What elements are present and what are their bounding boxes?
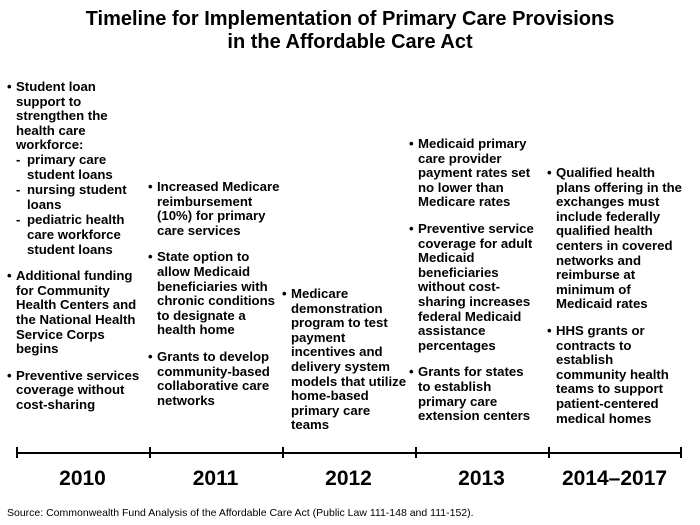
year-label-2011: 2011 <box>192 467 239 490</box>
year-label-2014-2017: 2014–2017 <box>561 467 668 490</box>
provision-subitem: pediatric health care workforce student … <box>16 213 142 257</box>
diagram-title: Timeline for Implementation of Primary C… <box>0 8 700 54</box>
timeline-tick <box>415 447 417 458</box>
column-2010: Student loan support to strengthen the h… <box>7 79 142 424</box>
timeline-tick <box>282 447 284 458</box>
provision-item: HHS grants or contracts to establish com… <box>547 323 687 426</box>
column-2014-2017: Qualified health plans offering in the e… <box>547 165 687 438</box>
provision-item: Grants to develop community-based collab… <box>148 349 284 408</box>
year-label-2012: 2012 <box>325 467 372 490</box>
timeline-tick <box>680 447 682 458</box>
timeline-tick <box>149 447 151 458</box>
provision-item: Increased Medicare reimbursement (10%) f… <box>148 179 284 238</box>
provision-subitem: nursing student loans <box>16 182 142 212</box>
year-label-2013: 2013 <box>458 467 505 490</box>
provision-subitem: primary care student loans <box>16 152 142 182</box>
column-2013: Medicaid primary care provider payment r… <box>409 136 539 436</box>
column-2012: Medicare demonstration program to test p… <box>282 286 408 445</box>
provision-item: Grants for states to establish primary c… <box>409 364 539 423</box>
provision-item: Student loan support to strengthen the h… <box>7 79 142 257</box>
timeline-axis <box>16 452 682 454</box>
timeline-tick <box>548 447 550 458</box>
provision-item: Medicaid primary care provider payment r… <box>409 136 539 210</box>
source-note: Source: Commonwealth Fund Analysis of th… <box>7 507 474 519</box>
provision-item: Preventive service coverage for adult Me… <box>409 221 539 353</box>
title-line-2: in the Affordable Care Act <box>227 31 473 53</box>
column-2011: Increased Medicare reimbursement (10%) f… <box>148 179 284 420</box>
provision-item: Additional funding for Community Health … <box>7 268 142 357</box>
timeline-tick <box>16 447 18 458</box>
provision-item: State option to allow Medicaid beneficia… <box>148 250 284 338</box>
provision-item: Preventive services coverage without cos… <box>7 368 142 413</box>
title-line-1: Timeline for Implementation of Primary C… <box>85 8 615 30</box>
provision-text: Student loan support to strengthen the h… <box>16 79 108 153</box>
provision-item: Qualified health plans offering in the e… <box>547 165 687 312</box>
provision-item: Medicare demonstration program to test p… <box>282 286 408 433</box>
year-label-2010: 2010 <box>59 467 106 490</box>
